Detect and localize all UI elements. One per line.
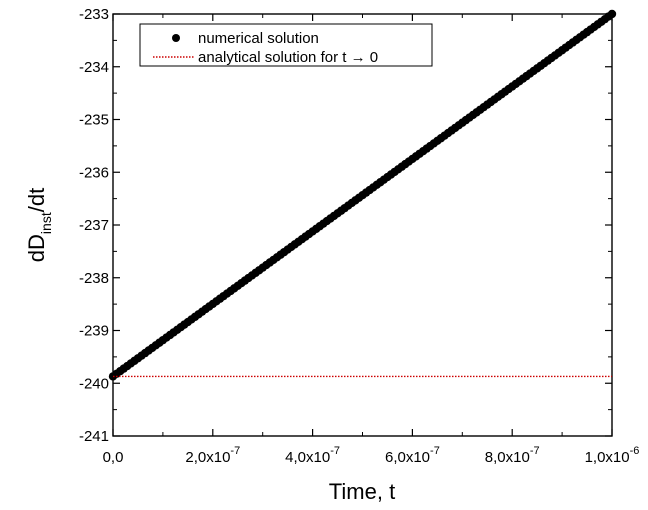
series-layer: [108, 9, 617, 381]
y-axis-ticks: -241 -240 -239 -238 -237 -236 -235 -234 -233: [79, 6, 612, 445]
y-tick-label: -238: [79, 270, 109, 287]
x-tick-mantissa: 1,0x10: [585, 449, 630, 466]
y-tick-label: -241: [79, 428, 109, 445]
x-tick-label: 6,0x10-7: [385, 445, 440, 466]
y-axis-title-sub: inst: [38, 212, 54, 234]
x-tick-exponent: -6: [630, 445, 640, 457]
x-tick-mantissa: 8,0x10: [485, 449, 530, 466]
y-axis-title-tail: /dt: [24, 188, 49, 212]
x-axis-ticks: 0,0 2,0x10-7 4,0x10-7 6,0x10-7 8,0x10-7 1,0x1…: [103, 14, 640, 466]
x-axis-title: Time, t: [329, 479, 395, 504]
y-tick-label: -236: [79, 164, 109, 181]
x-tick-exponent: -7: [430, 445, 440, 457]
legend-label-analytical: analytical solution for t → 0: [198, 49, 378, 66]
legend-marker-numerical: [172, 34, 180, 42]
y-tick-label: -235: [79, 112, 109, 129]
x-tick-label: 4,0x10-7: [285, 445, 340, 466]
legend-box: [139, 23, 433, 67]
legend: numerical solution analytical solution f…: [139, 23, 433, 67]
y-tick-label: -233: [79, 6, 109, 23]
legend-label-numerical: numerical solution: [198, 30, 319, 47]
x-tick-label: 0,0: [103, 449, 124, 466]
x-tick-mantissa: 0,0: [103, 449, 124, 466]
x-tick-mantissa: 6,0x10: [385, 449, 430, 466]
y-tick-label: -234: [79, 59, 109, 76]
x-tick-exponent: -7: [330, 445, 340, 457]
numerical-solution-point: [607, 9, 617, 19]
x-tick-label: 1,0x10-6: [585, 445, 640, 466]
y-axis-title-main: dD: [24, 234, 49, 262]
y-axis-title: dDinst/dt: [24, 188, 54, 262]
x-tick-mantissa: 4,0x10: [285, 449, 330, 466]
y-tick-label: -240: [79, 375, 109, 392]
x-tick-mantissa: 2,0x10: [185, 449, 230, 466]
x-tick-label: 8,0x10-7: [485, 445, 540, 466]
x-tick-exponent: -7: [530, 445, 540, 457]
plot-frame: [112, 13, 613, 437]
x-tick-exponent: -7: [230, 445, 240, 457]
y-tick-label: -237: [79, 217, 109, 234]
x-tick-label: 2,0x10-7: [185, 445, 240, 466]
y-tick-label: -239: [79, 323, 109, 340]
